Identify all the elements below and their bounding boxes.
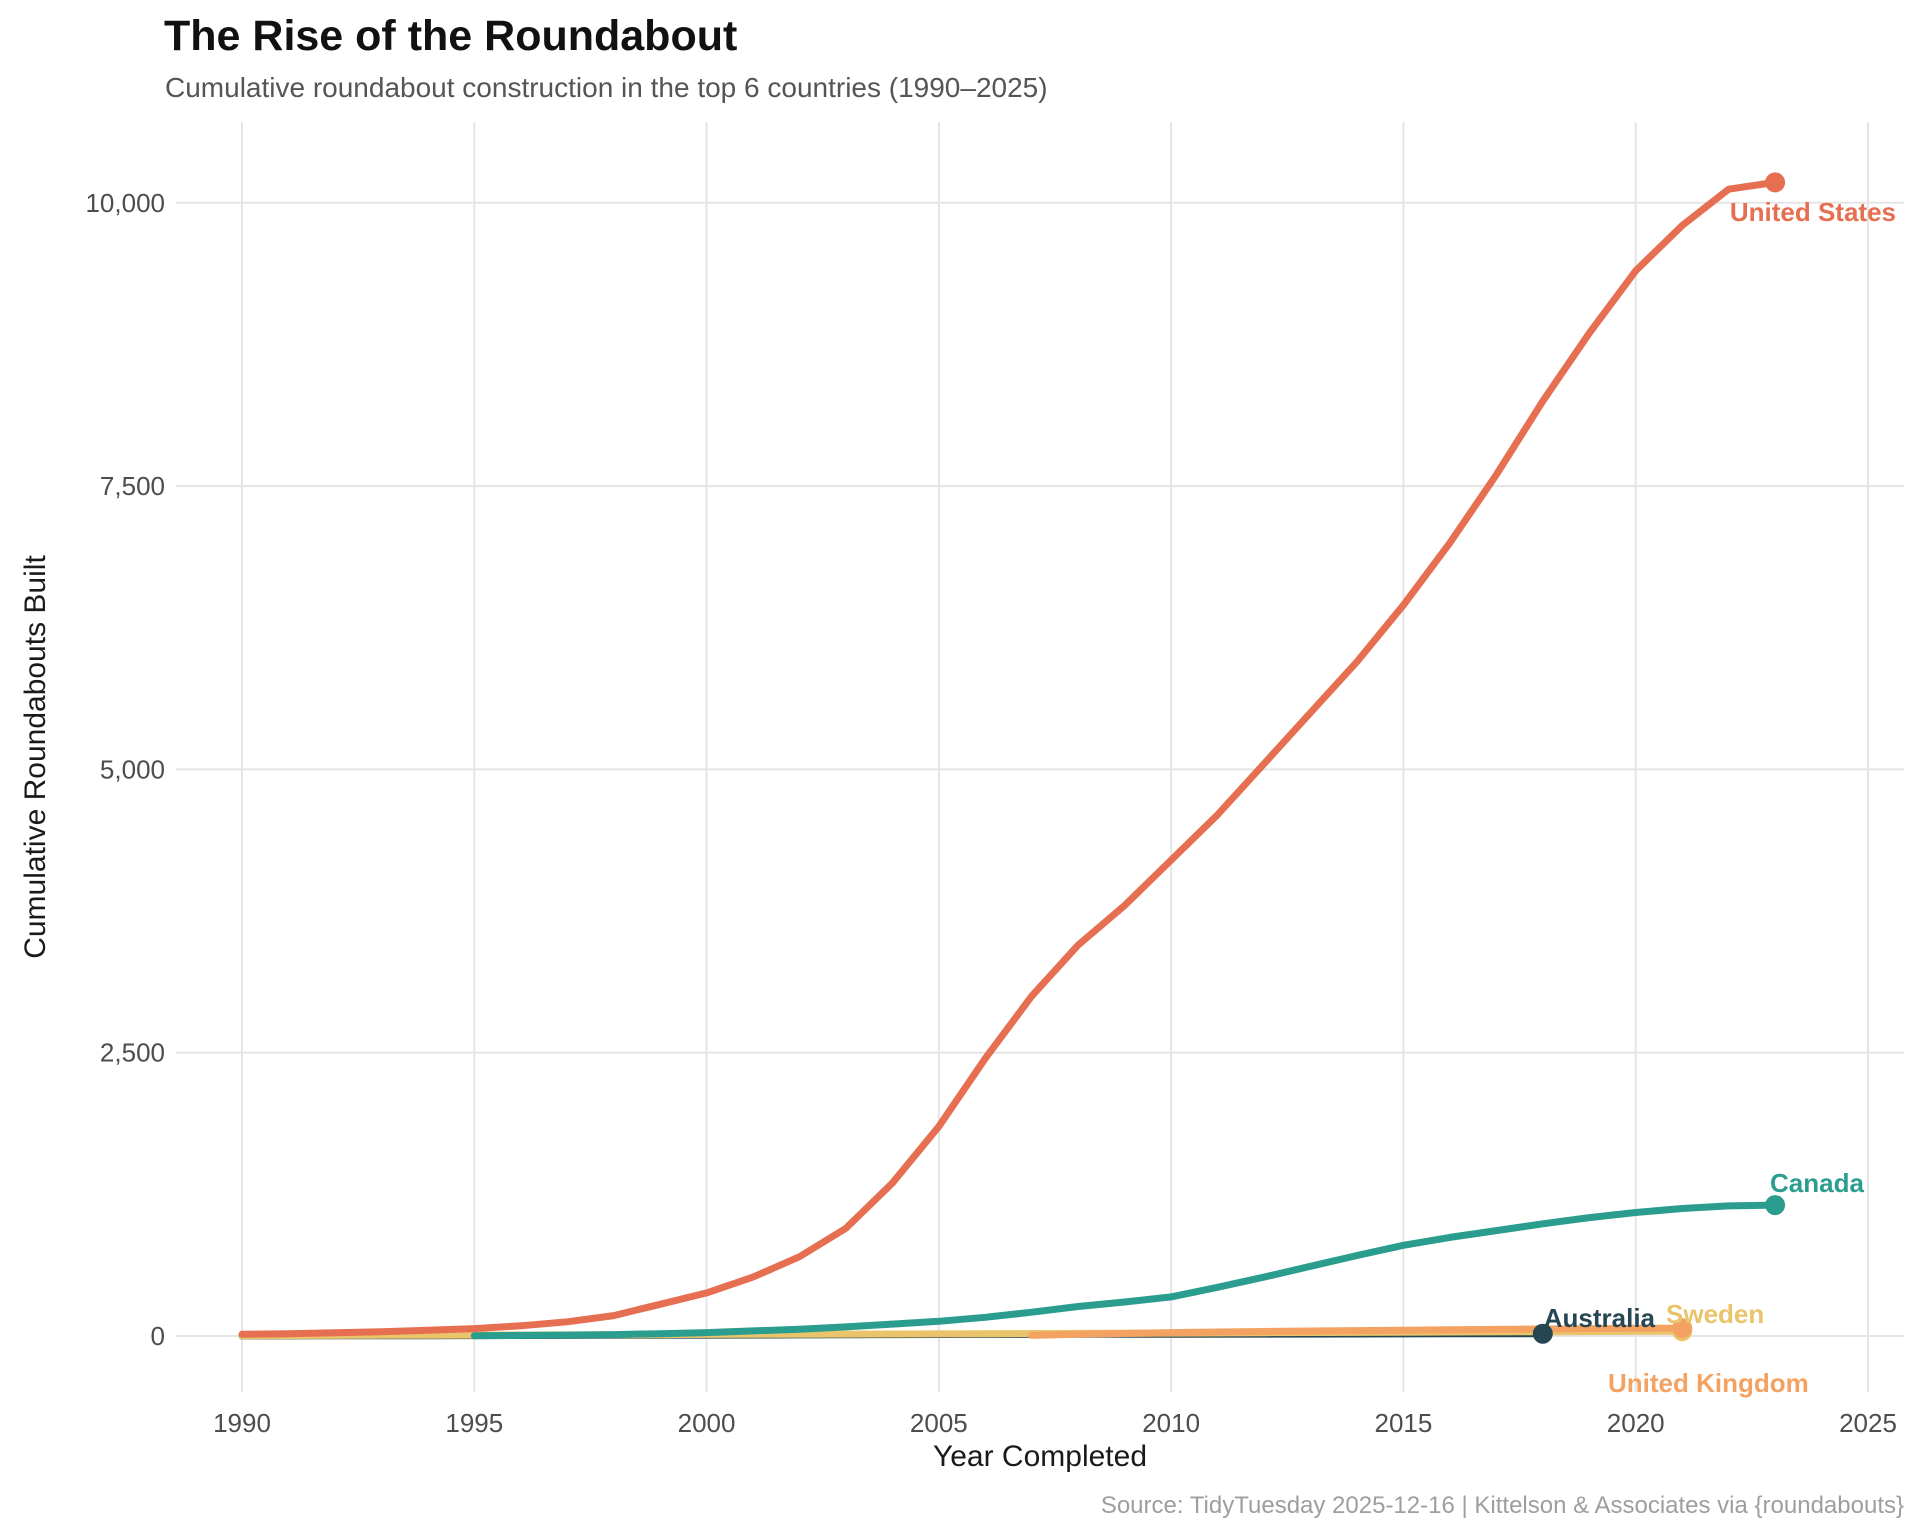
x-tick-label: 2025 [1839, 1408, 1897, 1438]
x-tick-label: 2000 [678, 1408, 736, 1438]
x-tick-label: 2005 [910, 1408, 968, 1438]
y-tick-label: 2,500 [100, 1038, 165, 1068]
series-labels: Australia Sweden United Kingdom Canada Unite… [1544, 197, 1896, 1398]
series-end-dots [1532, 172, 1786, 1344]
y-tick-label: 0 [151, 1321, 165, 1351]
x-tick-label: 2015 [1375, 1408, 1433, 1438]
series-line-united-states [238, 178, 1779, 1338]
axis-tick-labels: 1990 1995 2000 2005 2010 2015 2020 2025 0 2,500 5,… [85, 188, 1896, 1438]
chart-title: The Rise of the Roundabout [164, 12, 738, 60]
series-dot-australia [1532, 1323, 1553, 1344]
grid [176, 122, 1904, 1392]
series-lines [238, 178, 1779, 1340]
y-tick-label: 5,000 [100, 754, 165, 784]
x-tick-label: 1990 [213, 1408, 271, 1438]
series-dot-canada [1765, 1195, 1786, 1216]
chart-subtitle: Cumulative roundabout construction in th… [165, 72, 1048, 103]
series-dot-united-kingdom [1672, 1318, 1693, 1339]
x-tick-label: 1995 [445, 1408, 503, 1438]
series-dot-united-states [1765, 172, 1786, 193]
source-caption: Source: TidyTuesday 2025-12-16 | Kittels… [1100, 1492, 1904, 1519]
y-tick-label: 7,500 [100, 471, 165, 501]
x-tick-label: 2020 [1607, 1408, 1665, 1438]
series-label-canada: Canada [1770, 1168, 1864, 1198]
series-label-united-states: United States [1730, 197, 1896, 227]
series-line-canada [470, 1201, 1779, 1340]
series-label-united-kingdom: United Kingdom [1608, 1368, 1809, 1398]
x-axis-title: Year Completed [932, 1440, 1148, 1473]
series-label-australia: Australia [1544, 1303, 1656, 1333]
series-line-united-kingdom [1028, 1324, 1686, 1339]
x-tick-label: 2010 [1142, 1408, 1200, 1438]
y-tick-label: 10,000 [85, 188, 165, 218]
series-label-sweden: Sweden [1666, 1299, 1764, 1329]
